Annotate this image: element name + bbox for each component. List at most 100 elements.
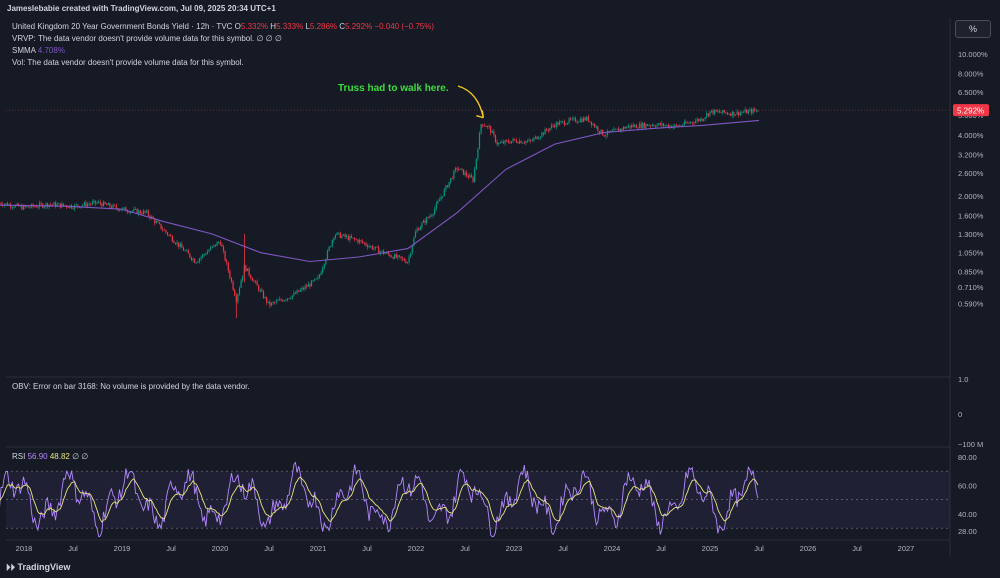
- candle-body: [166, 232, 169, 235]
- candle-body: [299, 289, 301, 292]
- candle-body: [318, 274, 321, 278]
- candle-body: [581, 118, 583, 122]
- candle-body: [376, 246, 378, 248]
- time-tick-label: Jul: [656, 544, 666, 553]
- obv-tick-label: 1.0: [958, 375, 968, 384]
- candle-body: [162, 228, 164, 230]
- candle-body: [101, 203, 103, 207]
- candle-body: [189, 253, 191, 258]
- candle-body: [200, 257, 202, 259]
- candle-body: [323, 264, 325, 268]
- candle-body: [494, 134, 497, 142]
- vrvp-legend[interactable]: VRVP: The data vendor doesn't provide vo…: [12, 34, 282, 43]
- candle-body: [230, 277, 233, 282]
- candle-body: [293, 292, 295, 296]
- candle-body: [558, 121, 561, 126]
- candle-body: [110, 206, 113, 208]
- rsi-tick-label: 28.00: [958, 527, 977, 536]
- candle-body: [278, 299, 281, 301]
- obv-legend[interactable]: OBV: Error on bar 3168: No volume is pro…: [12, 382, 250, 391]
- candle-body: [467, 175, 469, 178]
- candle-body: [739, 112, 741, 116]
- candle-body: [469, 175, 471, 178]
- candle-body: [346, 236, 348, 237]
- candle-body: [291, 295, 293, 299]
- candle-body: [757, 110, 759, 112]
- candle-body: [386, 252, 388, 254]
- candle-body: [352, 237, 354, 239]
- candle-body: [106, 203, 108, 206]
- candle-body: [325, 259, 327, 265]
- candle-body: [205, 254, 207, 255]
- candle-body: [261, 289, 263, 292]
- candle-body: [392, 256, 394, 259]
- candle-body: [269, 301, 271, 306]
- candle-body: [211, 246, 213, 248]
- candle-body: [720, 112, 722, 114]
- candle-body: [96, 202, 98, 204]
- time-tick-label: 2020: [212, 544, 229, 553]
- percent-scale-button[interactable]: %: [955, 20, 991, 38]
- candle-body: [618, 128, 620, 132]
- candle-body: [669, 125, 671, 128]
- rsi-ma-line: [0, 476, 759, 523]
- symbol-name[interactable]: United Kingdom 20 Year Government Bonds …: [12, 22, 233, 31]
- candle-body: [448, 181, 450, 188]
- candle-body: [616, 128, 618, 130]
- candle-body: [576, 121, 578, 123]
- current-price-label: 5.292%: [957, 107, 984, 116]
- candle-body: [339, 232, 341, 238]
- candle-body: [658, 123, 660, 125]
- candle-body: [573, 118, 575, 119]
- candle-body: [483, 125, 485, 127]
- candle-body: [440, 196, 442, 200]
- candle-body: [253, 280, 255, 282]
- price-tick-label: 6.500%: [958, 88, 984, 97]
- candle-body: [314, 278, 316, 281]
- candle-body: [702, 119, 705, 121]
- time-tick-label: Jul: [558, 544, 568, 553]
- candle-body: [179, 243, 181, 247]
- rsi-legend[interactable]: RSI 56.90 48.82 ∅ ∅: [12, 452, 88, 461]
- candle-body: [186, 250, 188, 252]
- candle-body: [453, 170, 455, 179]
- vol-legend[interactable]: Vol: The data vendor doesn't provide vol…: [12, 58, 244, 67]
- candle-body: [192, 258, 194, 260]
- candle-body: [46, 203, 49, 208]
- candle-body: [606, 130, 609, 136]
- candle-body: [142, 210, 145, 214]
- candle-body: [488, 126, 490, 127]
- price-tick-label: 0.590%: [958, 300, 984, 309]
- candle-body: [509, 142, 511, 144]
- candle-body: [634, 124, 636, 127]
- candle-body: [461, 168, 463, 170]
- candle-body: [394, 254, 396, 259]
- candle-body: [134, 208, 137, 210]
- candle-body: [146, 210, 148, 213]
- smma-legend[interactable]: SMMA 4.708%: [12, 46, 65, 55]
- candle-body: [242, 275, 244, 281]
- candle-body: [464, 172, 466, 175]
- candle-body: [530, 139, 532, 141]
- candle-body: [403, 258, 405, 262]
- rsi-label: RSI: [12, 452, 26, 461]
- candle-body: [379, 251, 381, 254]
- candle-body: [419, 227, 421, 231]
- candle-body: [458, 169, 460, 171]
- tradingview-logo[interactable]: ⏵⏵ TradingView: [6, 562, 70, 573]
- time-tick-label: 2027: [898, 544, 915, 553]
- candle-body: [731, 111, 733, 116]
- candle-body: [752, 108, 754, 114]
- candle-body: [290, 298, 292, 300]
- candle-body: [240, 280, 242, 288]
- rsi-tail: ∅ ∅: [72, 452, 89, 461]
- candle-body: [147, 210, 149, 216]
- candle-body: [234, 289, 236, 296]
- candle-body: [718, 111, 721, 113]
- candle-body: [181, 243, 183, 248]
- candle-body: [38, 203, 41, 207]
- candle-body: [504, 140, 506, 144]
- candle-body: [342, 234, 345, 236]
- candle-body: [98, 201, 100, 203]
